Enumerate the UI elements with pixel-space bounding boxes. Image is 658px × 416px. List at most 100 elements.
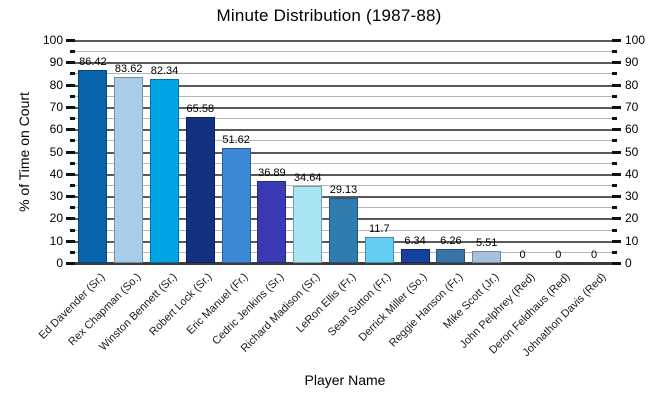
y-minor-tick-right — [612, 161, 617, 165]
bar-value-label: 51.62 — [222, 133, 250, 146]
bar-value-label: 29.13 — [329, 184, 358, 197]
y-minor-tick-left — [70, 183, 75, 187]
bar — [78, 70, 108, 263]
y-minor-tick-right — [612, 117, 617, 121]
y-tick-label-left: 100 — [42, 33, 63, 47]
bar — [436, 249, 466, 263]
y-minor-tick-left — [70, 228, 75, 232]
y-minor-tick-left — [70, 117, 75, 121]
y-major-tick-right — [612, 39, 621, 42]
y-minor-tick-left — [70, 94, 75, 98]
y-major-tick-left — [66, 262, 75, 265]
y-minor-tick-left — [70, 139, 75, 143]
y-minor-tick-left — [70, 250, 75, 254]
y-major-tick-right — [612, 128, 621, 132]
y-tick-label-right: 70 — [625, 99, 639, 114]
y-major-tick-left — [66, 195, 75, 199]
bar — [221, 147, 251, 263]
y-minor-tick-right — [612, 228, 617, 232]
gridline-major — [75, 151, 612, 154]
y-minor-tick-right — [612, 139, 617, 143]
y-major-tick-left — [66, 217, 75, 221]
y-tick-label-right: 100 — [625, 33, 646, 47]
y-major-tick-left — [66, 150, 75, 154]
y-tick-label-left: 50 — [49, 144, 63, 159]
bar-value-label: 34.64 — [293, 171, 322, 184]
y-tick-label-right: 40 — [625, 166, 639, 181]
chart-title: Minute Distribution (1987-88) — [216, 6, 442, 25]
gridline-major — [75, 106, 612, 109]
bar-value-label: 11.7 — [369, 222, 390, 235]
bar — [150, 79, 179, 263]
y-major-tick-left — [66, 61, 75, 65]
y-tick-label-left: 40 — [49, 166, 63, 181]
y-minor-tick-left — [70, 161, 75, 165]
gridline-major — [75, 129, 612, 132]
y-tick-label-left: 30 — [49, 189, 63, 204]
y-tick-label-left: 0 — [56, 256, 63, 270]
gridline-major — [75, 196, 612, 199]
y-major-tick-right — [612, 83, 621, 87]
gridline-minor — [75, 73, 612, 75]
y-tick-label-right: 0 — [625, 256, 632, 270]
bar-value-label: 86.42 — [79, 56, 107, 69]
gridline-minor — [75, 118, 612, 120]
bar-value-label: 0 — [555, 249, 562, 261]
y-tick-label-left: 90 — [49, 55, 63, 70]
bar — [293, 185, 323, 263]
y-tick-label-left: 10 — [49, 233, 63, 248]
bar — [329, 198, 358, 263]
y-major-tick-right — [612, 195, 621, 199]
gridline-major — [75, 173, 612, 176]
y-minor-tick-right — [612, 94, 617, 98]
y-tick-label-right: 10 — [625, 233, 639, 248]
bar-value-label: 36.89 — [258, 166, 286, 179]
gridline-major — [75, 62, 612, 65]
y-tick-label-right: 60 — [625, 122, 639, 137]
gridline-minor — [75, 162, 612, 164]
bar — [400, 248, 430, 263]
y-minor-tick-left — [70, 50, 75, 54]
y-tick-label-right: 80 — [625, 77, 639, 92]
y-major-tick-right — [612, 150, 621, 154]
y-tick-label-right: 20 — [625, 211, 639, 226]
y-major-tick-left — [66, 172, 75, 176]
x-axis-baseline — [75, 262, 612, 265]
y-tick-label-left: 60 — [49, 122, 63, 137]
bar-value-label: 83.62 — [114, 62, 143, 75]
y-tick-label-left: 80 — [49, 77, 63, 92]
y-tick-label-right: 50 — [625, 144, 639, 159]
gridline-minor — [75, 51, 612, 53]
bar-value-label: 0 — [591, 249, 598, 261]
gridline-minor — [75, 184, 612, 186]
bar-value-label: 65.58 — [186, 102, 215, 115]
gridline-minor — [75, 95, 612, 97]
gridline-major — [75, 40, 612, 42]
bar — [364, 236, 394, 263]
gridline-minor — [75, 140, 612, 142]
bar-value-label: 82.34 — [150, 65, 179, 78]
y-minor-tick-left — [70, 72, 75, 76]
bar-value-label: 0 — [519, 249, 526, 261]
y-tick-label-left: 20 — [49, 211, 63, 226]
y-major-tick-right — [612, 262, 621, 265]
bar — [114, 76, 144, 263]
y-major-tick-right — [612, 105, 621, 109]
y-major-tick-right — [612, 61, 621, 65]
y-tick-label-right: 30 — [625, 189, 639, 204]
y-minor-tick-right — [612, 183, 617, 187]
bar — [257, 180, 287, 263]
y-tick-label-left: 70 — [49, 99, 63, 114]
y-minor-tick-right — [612, 50, 617, 54]
y-major-tick-left — [66, 39, 75, 42]
y-major-tick-left — [66, 128, 75, 132]
bar — [185, 116, 215, 263]
y-major-tick-left — [66, 239, 75, 243]
y-minor-tick-left — [70, 206, 75, 210]
y-major-tick-left — [66, 105, 75, 109]
gridline-major — [75, 84, 612, 87]
y-minor-tick-right — [612, 72, 617, 76]
bar-value-label: 5.51 — [475, 236, 498, 249]
y-tick-label-right: 90 — [625, 55, 639, 70]
